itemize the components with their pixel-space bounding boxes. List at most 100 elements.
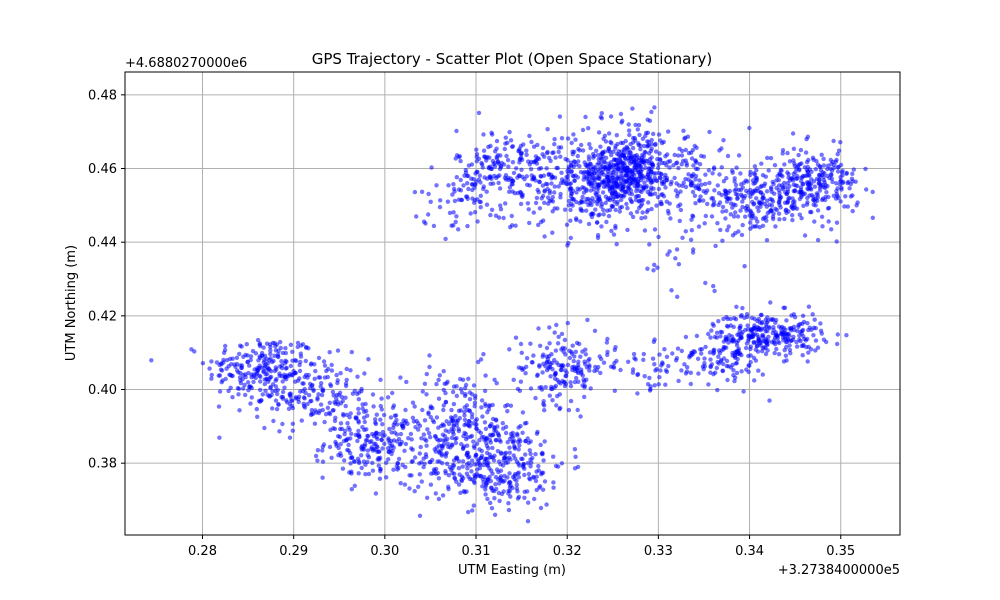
gps-point [821, 337, 827, 342]
gps-point [471, 383, 477, 388]
gps-point [732, 176, 737, 181]
gps-point [601, 207, 606, 213]
gps-point [527, 476, 532, 481]
gps-point [586, 126, 591, 131]
gps-point [602, 165, 608, 170]
gps-point [596, 167, 601, 172]
gps-point [334, 396, 339, 401]
gps-point [802, 165, 808, 170]
gps-point [325, 374, 330, 380]
gps-point [331, 408, 336, 413]
gps-point [640, 210, 645, 215]
gps-point [575, 370, 581, 376]
gps-point [503, 430, 509, 436]
gps-point [480, 414, 485, 419]
gps-point [483, 492, 488, 497]
gps-point [791, 182, 796, 187]
gps-point [628, 211, 634, 216]
gps-point [639, 201, 645, 207]
gps-point [373, 421, 379, 427]
x-tick-label: 0.31 [462, 544, 491, 559]
gps-point [836, 195, 841, 200]
gps-point [567, 181, 572, 187]
gps-point [436, 396, 442, 401]
gps-point [313, 368, 318, 374]
gps-point [507, 129, 512, 135]
gps-point [569, 169, 574, 174]
gps-point [313, 453, 319, 459]
gps-point [572, 447, 578, 452]
gps-point [609, 152, 614, 158]
gps-point [262, 353, 268, 359]
gps-point [277, 429, 282, 434]
gps-point [347, 415, 352, 420]
gps-point [559, 331, 565, 337]
gps-point [771, 328, 776, 333]
gps-point [712, 334, 718, 340]
gps-point [509, 223, 515, 228]
gps-point [656, 382, 661, 387]
gps-point [587, 142, 592, 147]
gps-point [492, 377, 497, 382]
gps-point [674, 247, 680, 252]
gps-point [623, 189, 628, 194]
gps-point [238, 371, 243, 376]
gps-point [378, 467, 383, 472]
gps-point [280, 379, 285, 384]
gps-point [428, 199, 433, 204]
ticks-layer: 0.28 0.29 0.30 0.31 0.32 0.33 0.34 0.350.380.40… [88, 88, 855, 559]
gps-point [299, 418, 304, 423]
gps-point [442, 381, 447, 386]
gps-point [416, 484, 421, 489]
gps-point [306, 393, 312, 398]
gps-point [316, 375, 321, 380]
gps-point [420, 407, 425, 413]
gps-point [647, 157, 653, 162]
gps-point [386, 436, 391, 441]
gps-point [715, 387, 720, 393]
gps-point [703, 213, 708, 219]
gps-point [776, 177, 781, 183]
gps-point [440, 461, 445, 466]
gps-point [583, 352, 588, 357]
gps-point [349, 349, 354, 355]
gps-point [258, 387, 263, 393]
gps-point [315, 448, 321, 453]
gps-point [333, 415, 338, 420]
gps-point [725, 228, 730, 233]
gps-point [800, 175, 805, 180]
gps-point [482, 420, 488, 425]
gps-point [736, 153, 742, 158]
gps-point [584, 188, 589, 193]
gps-point [568, 384, 574, 389]
gps-point [655, 194, 661, 200]
gps-point [488, 478, 493, 484]
gps-point [315, 397, 320, 402]
gps-point [504, 153, 509, 159]
gps-point [506, 164, 511, 169]
gps-point [653, 149, 659, 154]
gps-point [257, 363, 262, 368]
x-tick-label: 0.30 [370, 544, 399, 559]
gps-point [721, 339, 727, 344]
gps-point [839, 185, 844, 190]
gps-point [353, 432, 358, 438]
gps-point [541, 218, 546, 223]
gps-point [609, 228, 614, 234]
gps-point [569, 191, 574, 196]
gps-point [595, 162, 600, 167]
gps-point [458, 376, 463, 382]
gps-point [446, 473, 452, 478]
gps-point [757, 326, 762, 331]
gps-point [576, 365, 581, 370]
gps-point [677, 218, 682, 224]
gps-point [424, 371, 429, 377]
gps-point [427, 364, 432, 370]
gps-point [454, 175, 459, 180]
gps-point [574, 340, 580, 346]
gps-point [749, 334, 754, 339]
gps-point [863, 166, 868, 172]
gps-point [245, 359, 250, 365]
gps-point [477, 438, 482, 443]
gps-point [637, 132, 642, 138]
